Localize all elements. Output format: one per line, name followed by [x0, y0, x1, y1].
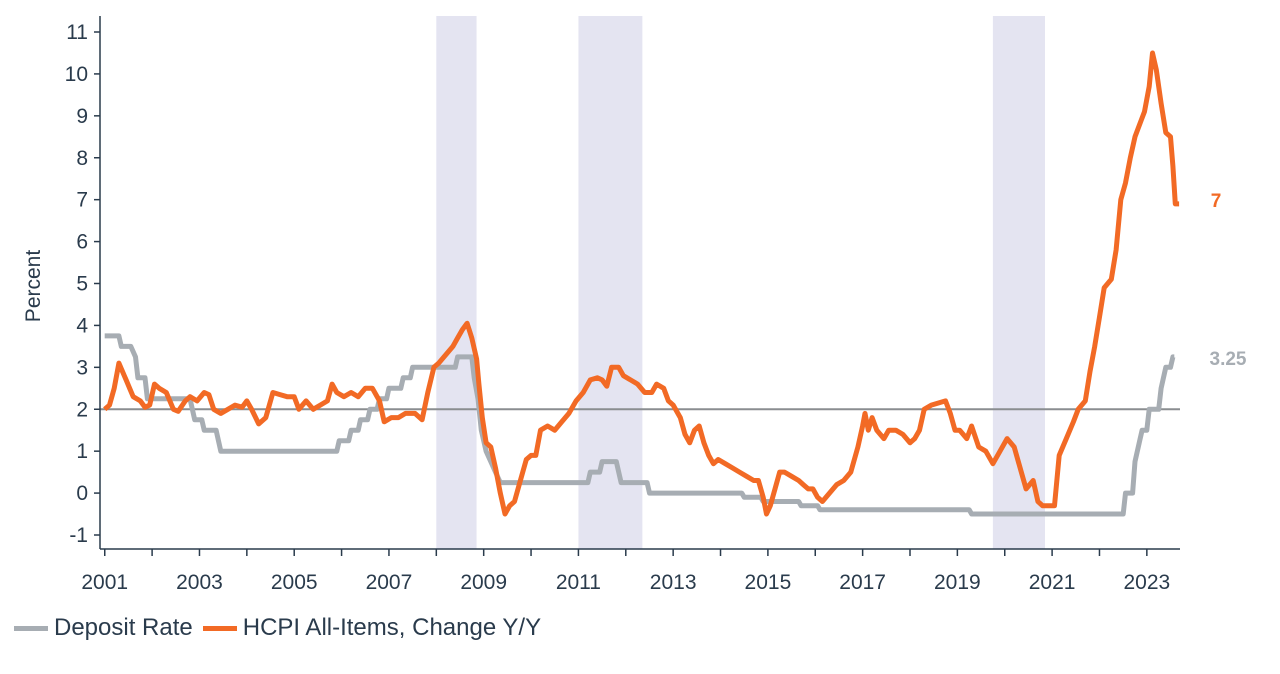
y-tick-label: 4 [76, 314, 88, 337]
legend-item-hcpi: HCPI All-Items, Change Y/Y [202, 614, 542, 642]
x-tick-label: 2009 [460, 571, 507, 594]
x-tick-label: 2003 [176, 571, 223, 594]
x-tick-label: 2021 [1029, 571, 1076, 594]
legend: Deposit Rate HCPI All-Items, Change Y/Y [14, 614, 551, 642]
legend-label-hcpi: HCPI All-Items, Change Y/Y [242, 614, 542, 641]
y-tick-label: 11 [66, 21, 88, 44]
legend-swatch-deposit-rate [14, 625, 48, 631]
legend-swatch-hcpi [202, 625, 237, 631]
x-tick-label: 2007 [366, 571, 413, 594]
y-tick-label: 3 [76, 356, 88, 379]
shaded-period-0 [436, 16, 477, 549]
x-tick-label: 2015 [745, 571, 792, 594]
x-tick-label: 2017 [839, 571, 886, 594]
series-layer [103, 50, 1180, 517]
hcpi-end-label: 7 [1211, 191, 1222, 212]
y-tick-label: 8 [76, 147, 88, 170]
x-tick-label: 2019 [934, 571, 981, 594]
y-tick-label: 5 [76, 273, 88, 296]
shaded-period-1 [578, 16, 643, 549]
y-tick-label: 10 [65, 63, 88, 86]
y-tick-label: 2 [76, 398, 88, 421]
x-tick-label: 2011 [556, 571, 601, 594]
legend-item-deposit-rate: Deposit Rate [14, 614, 193, 642]
x-tick-label: 2005 [271, 571, 318, 594]
y-tick-label: 9 [76, 105, 88, 128]
y-tick-label: 1 [76, 440, 88, 463]
x-tick-label: 2001 [81, 571, 128, 594]
deposit-rate-line [104, 333, 1176, 517]
legend-label-deposit-rate: Deposit Rate [54, 614, 193, 641]
axes: -1 0 1 2 3 4 5 6 7 8 9 10 11 2001 2003 2005 2007 2009 2011… [65, 16, 1180, 594]
y-tick-label: 7 [76, 189, 88, 212]
y-tick-label: -1 [69, 524, 88, 547]
x-tick-label: 2013 [650, 571, 697, 594]
deposit-rate-end-label: 3.25 [1210, 349, 1247, 370]
shaded-periods [436, 16, 1045, 549]
y-tick-label: 6 [76, 231, 88, 254]
y-axis-title: Percent [22, 250, 45, 323]
x-tick-label: 2023 [1123, 571, 1170, 594]
y-tick-label: 0 [76, 482, 88, 505]
hcpi-line [103, 50, 1180, 517]
